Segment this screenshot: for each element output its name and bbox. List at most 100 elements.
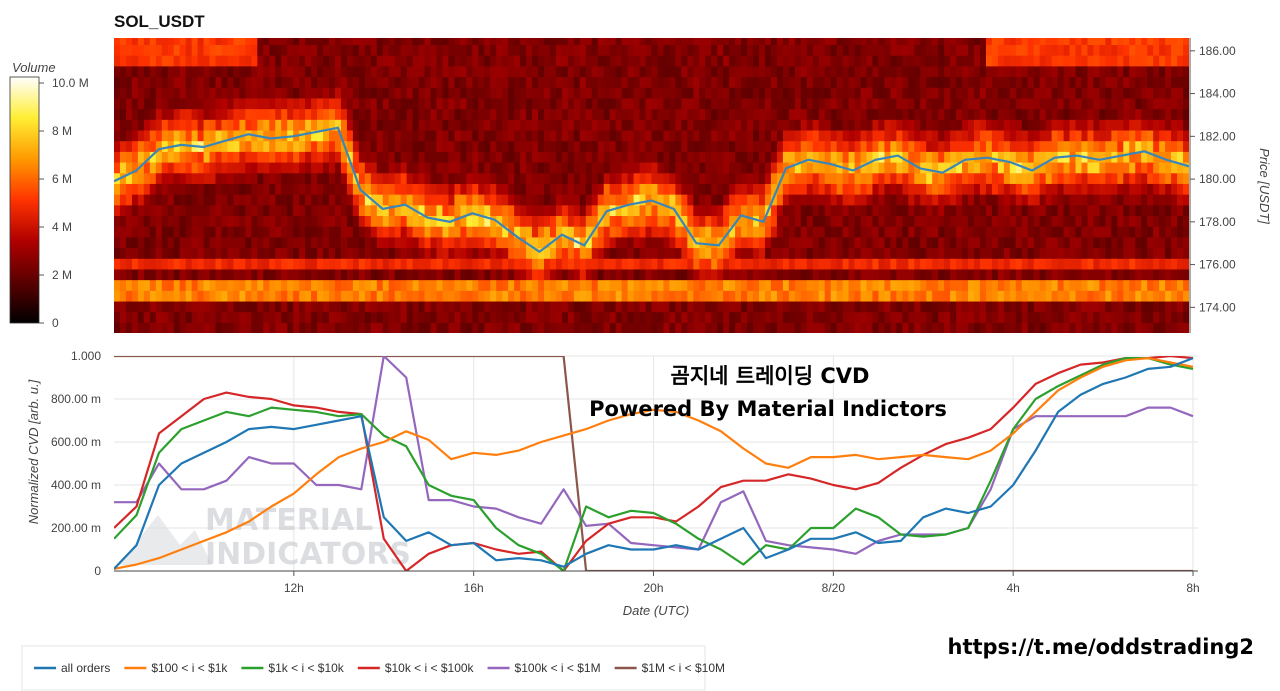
heatmap-cell bbox=[639, 322, 647, 333]
heatmap-cell bbox=[1069, 183, 1077, 195]
heatmap-cell bbox=[1015, 55, 1023, 67]
heatmap-cell bbox=[932, 161, 939, 174]
heatmap-cell bbox=[860, 161, 868, 174]
heatmap-cell bbox=[239, 65, 246, 78]
heatmap-cell bbox=[203, 183, 211, 195]
heatmap-cell bbox=[979, 151, 987, 163]
heatmap-cell bbox=[436, 226, 444, 238]
heatmap-cell bbox=[460, 108, 467, 120]
heatmap-cell bbox=[579, 161, 587, 174]
heatmap-cell bbox=[848, 290, 856, 302]
heatmap-cell bbox=[191, 87, 199, 99]
heatmap-cell bbox=[155, 38, 163, 46]
heatmap-cell bbox=[215, 151, 223, 163]
heatmap-cell bbox=[675, 172, 682, 184]
heatmap-cell bbox=[1087, 119, 1095, 131]
heatmap-cell bbox=[1153, 129, 1160, 142]
heatmap-cell bbox=[1081, 204, 1089, 217]
heatmap-cell bbox=[263, 44, 270, 56]
heatmap-cell bbox=[526, 322, 533, 333]
heatmap-cell bbox=[699, 87, 706, 99]
heatmap-cell bbox=[466, 279, 473, 291]
heatmap-cell bbox=[567, 38, 575, 46]
heatmap-cell bbox=[615, 76, 623, 88]
heatmap-cell bbox=[962, 172, 969, 184]
heatmap-cell bbox=[979, 108, 987, 120]
heatmap-cell bbox=[311, 258, 318, 270]
heatmap-cell bbox=[663, 161, 671, 174]
heatmap-cell bbox=[514, 183, 521, 195]
heatmap-cell bbox=[782, 97, 790, 110]
heatmap-cell bbox=[902, 183, 909, 195]
heatmap-cell bbox=[621, 55, 629, 67]
heatmap-cell bbox=[979, 140, 987, 152]
heatmap-cell bbox=[711, 194, 718, 206]
heatmap-cell bbox=[179, 258, 187, 270]
heatmap-cell bbox=[179, 76, 187, 88]
heatmap-cell bbox=[388, 194, 396, 206]
heatmap-cell bbox=[723, 119, 730, 131]
heatmap-cell bbox=[615, 55, 623, 67]
heatmap-cell bbox=[1051, 204, 1059, 217]
heatmap-cell bbox=[263, 119, 270, 131]
heatmap-cell bbox=[1003, 161, 1011, 174]
heatmap-cell bbox=[1021, 55, 1029, 67]
heatmap-cell bbox=[281, 172, 288, 184]
heatmap-cell bbox=[633, 119, 641, 131]
heatmap-cell bbox=[137, 172, 145, 184]
heatmap-cell bbox=[1135, 183, 1142, 195]
heatmap-cell bbox=[657, 97, 665, 110]
heatmap-cell bbox=[639, 247, 647, 259]
heatmap-cell bbox=[597, 311, 605, 323]
heatmap-cell bbox=[956, 204, 963, 217]
heatmap-cell bbox=[1117, 247, 1124, 259]
heatmap-cell bbox=[1117, 87, 1124, 99]
heatmap-cell bbox=[1171, 108, 1178, 120]
heatmap-cell bbox=[1099, 151, 1106, 163]
heatmap-cell bbox=[239, 290, 246, 302]
heatmap-cell bbox=[161, 119, 169, 131]
heatmap-cell bbox=[197, 279, 205, 291]
heatmap-cell bbox=[1003, 279, 1011, 291]
heatmap-cell bbox=[215, 247, 223, 259]
heatmap-cell bbox=[878, 76, 886, 88]
heatmap-cell bbox=[269, 65, 276, 78]
heatmap-cell bbox=[143, 161, 151, 174]
heatmap-cell bbox=[848, 194, 856, 206]
heatmap-cell bbox=[848, 247, 856, 259]
heatmap-cell bbox=[794, 226, 802, 238]
heatmap-cell bbox=[478, 151, 485, 163]
heatmap-cell bbox=[520, 194, 527, 206]
heatmap-cell bbox=[788, 258, 796, 270]
heatmap-cell bbox=[902, 258, 909, 270]
heatmap-cell bbox=[950, 38, 957, 46]
heatmap-cell bbox=[1081, 172, 1089, 184]
heatmap-cell bbox=[794, 215, 802, 227]
heatmap-cell bbox=[974, 258, 981, 270]
heatmap-cell bbox=[442, 279, 450, 291]
heatmap-cell bbox=[191, 108, 199, 120]
heatmap-cell bbox=[991, 65, 999, 78]
heatmap-cell bbox=[245, 226, 252, 238]
heatmap-cell bbox=[591, 290, 599, 302]
heatmap-cell bbox=[311, 311, 318, 323]
heatmap-cell bbox=[1069, 108, 1077, 120]
heatmap-cell bbox=[340, 76, 348, 88]
heatmap-cell bbox=[603, 38, 611, 46]
heatmap-cell bbox=[1093, 226, 1101, 238]
heatmap-cell bbox=[609, 44, 617, 56]
heatmap-cell bbox=[991, 55, 999, 67]
heatmap-cell bbox=[788, 119, 796, 131]
heatmap-cell bbox=[1147, 172, 1154, 184]
heatmap-cell bbox=[1105, 55, 1112, 67]
heatmap-cell bbox=[687, 247, 694, 259]
heatmap-cell bbox=[1015, 161, 1023, 174]
heatmap-cell bbox=[460, 258, 467, 270]
heatmap-cell bbox=[448, 226, 456, 238]
heatmap-cell bbox=[573, 204, 581, 217]
heatmap-cell bbox=[502, 268, 509, 281]
heatmap-cell bbox=[448, 65, 456, 78]
heatmap-cell bbox=[442, 204, 450, 217]
heatmap-cell bbox=[854, 97, 862, 110]
heatmap-cell bbox=[406, 38, 414, 46]
